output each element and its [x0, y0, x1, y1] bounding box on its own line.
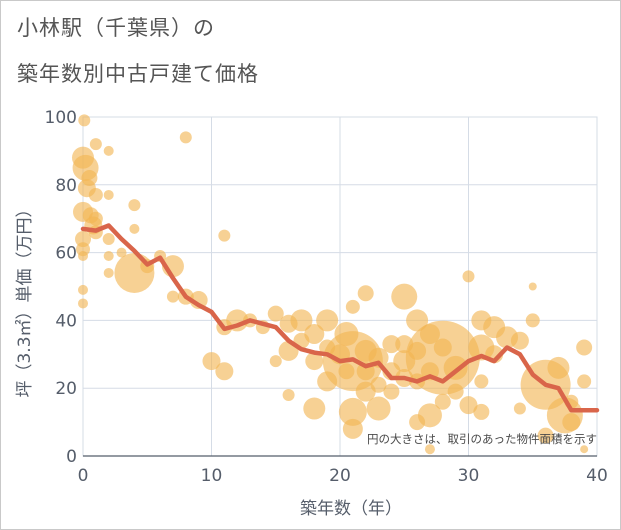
y-tick-label: 40: [55, 311, 77, 331]
bubble-series: [72, 114, 593, 455]
x-tick-label: 40: [586, 466, 608, 486]
x-tick-label: 20: [329, 466, 351, 486]
bubble-point: [116, 247, 127, 258]
bubble-point: [78, 284, 88, 295]
bubble-point: [290, 309, 313, 332]
y-tick-label: 100: [45, 108, 77, 128]
bubble-point: [103, 189, 114, 200]
bubble-point: [88, 187, 103, 202]
bubble-point: [166, 290, 179, 303]
bubble-point: [473, 403, 490, 420]
bubble-point: [547, 356, 570, 379]
bubble-point: [424, 444, 435, 455]
bubble-size-note: 円の大きさは、取引のあった物件面積を示す: [367, 432, 597, 446]
bubble-point: [218, 229, 231, 242]
bubble-point: [366, 396, 391, 421]
bubble-point: [357, 285, 374, 302]
average-trend-line: [80, 223, 600, 413]
bubble-point: [577, 374, 592, 389]
x-tick-label: 10: [201, 466, 223, 486]
y-tick-label: 60: [55, 244, 77, 264]
bubble-point: [75, 231, 91, 248]
bubble-point: [576, 339, 593, 356]
y-axis-label: 坪（3.3㎡）単価（万円）: [15, 200, 35, 397]
bubble-point: [267, 305, 284, 322]
axis-ticks: 0 20 40 60 80 100 0 10 20 30 40: [45, 108, 608, 486]
bubble-point: [406, 309, 429, 332]
bubble-point: [459, 396, 478, 415]
bubble-point: [202, 352, 221, 371]
bubble-point: [215, 362, 234, 381]
bubble-point: [103, 250, 114, 261]
bubble-point: [462, 270, 475, 283]
y-tick-label: 20: [55, 379, 77, 399]
y-tick-label: 80: [55, 176, 77, 196]
bubble-point: [345, 299, 360, 314]
chart-title-line2: 築年数別中古戸建て価格: [17, 62, 259, 86]
y-tick-label: 0: [66, 447, 77, 467]
bubble-point: [78, 250, 88, 261]
bubble-point: [102, 233, 115, 246]
bubble-point: [525, 313, 540, 328]
bubble-point: [513, 402, 526, 415]
bubble-point: [546, 397, 583, 434]
x-tick-label: 0: [78, 466, 89, 486]
bubble-point: [89, 138, 102, 151]
bubble-point: [303, 397, 326, 420]
bubble-point: [528, 282, 537, 291]
bubble-point: [305, 352, 324, 371]
bubble-point: [370, 376, 387, 393]
bubble-point: [417, 403, 442, 428]
trend-line-series: [80, 223, 600, 413]
bubble-point: [78, 114, 91, 127]
bubble-point: [316, 309, 339, 332]
x-tick-label: 30: [458, 466, 480, 486]
bubble-point: [382, 335, 401, 354]
bubble-point: [447, 383, 464, 400]
bubble-point: [433, 338, 452, 357]
grid-lines: [82, 116, 598, 457]
bubble-point: [179, 131, 192, 144]
bubble-point: [391, 283, 418, 310]
bubble-point: [269, 355, 282, 368]
bubble-point: [78, 298, 88, 309]
bubble-point: [434, 393, 451, 410]
bubble-point: [383, 383, 400, 400]
bubble-point: [129, 223, 140, 234]
x-axis-label: 築年数（年）: [300, 499, 402, 519]
chart-title-line1: 小林駅（千葉県）の: [17, 16, 215, 40]
bubble-point: [474, 374, 489, 389]
bubble-point: [128, 199, 141, 212]
bubble-point: [510, 331, 529, 350]
bubble-point: [103, 145, 114, 156]
bubble-point: [282, 388, 295, 401]
bubble-point: [338, 397, 367, 426]
bubble-point: [304, 323, 325, 344]
bubble-point: [537, 427, 554, 444]
bubble-point: [580, 445, 589, 454]
bubble-point: [342, 418, 363, 439]
bubble-point: [355, 381, 376, 402]
bubble-point: [103, 267, 114, 278]
